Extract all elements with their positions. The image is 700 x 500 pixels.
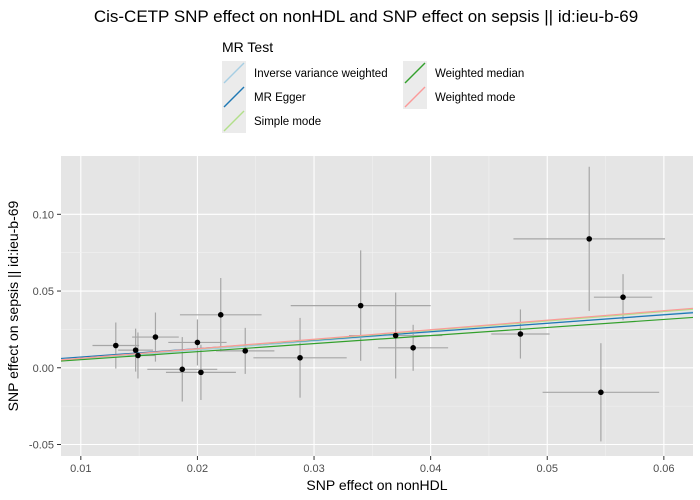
data-point	[620, 294, 626, 300]
x-tick-label: 0.01	[70, 463, 91, 475]
legend-title: MR Test	[222, 39, 273, 55]
legend-label: Weighted mode	[435, 92, 515, 104]
data-point	[517, 331, 524, 337]
x-tick-label: 0.04	[420, 463, 441, 475]
x-tick-label: 0.02	[187, 463, 208, 475]
chart-title: Cis-CETP SNP effect on nonHDL and SNP ef…	[94, 7, 638, 26]
data-point	[392, 332, 399, 339]
y-axis-title: SNP effect on sepsis || id:ieu-b-69	[5, 200, 21, 411]
data-point	[598, 389, 604, 396]
data-point	[179, 366, 186, 373]
data-point	[152, 334, 159, 340]
x-tick-label: 0.03	[303, 463, 324, 475]
y-tick-label: 0.05	[33, 286, 54, 298]
data-point	[410, 345, 416, 351]
y-tick-label: -0.05	[29, 439, 54, 451]
legend: MR Test Inverse variance weighted MR Egge…	[222, 39, 524, 133]
data-point	[132, 347, 139, 353]
data-point	[242, 348, 249, 354]
fit-line	[61, 307, 693, 361]
x-tick-label: 0.06	[653, 463, 674, 475]
legend-label: Weighted median	[435, 68, 524, 80]
y-tick-label: 0.10	[33, 209, 54, 221]
legend-key-line	[223, 86, 245, 108]
legend-key-line	[223, 110, 245, 132]
data-point	[586, 236, 593, 242]
fit-line	[61, 316, 693, 362]
data-point	[198, 369, 204, 376]
data-point	[113, 342, 119, 349]
x-tick-label: 0.05	[537, 463, 558, 475]
legend-label: MR Egger	[254, 92, 306, 104]
data-point	[297, 354, 303, 361]
legend-key-line	[404, 86, 426, 108]
data-point	[217, 312, 224, 318]
legend-label: Simple mode	[254, 116, 321, 128]
data-point	[135, 352, 141, 359]
data-point	[194, 339, 201, 346]
y-tick-label: 0.00	[33, 363, 54, 375]
x-axis-title: SNP effect on nonHDL	[306, 477, 447, 493]
legend-key-line	[404, 62, 426, 84]
legend-key-line	[223, 62, 245, 84]
legend-label: Inverse variance weighted	[254, 68, 388, 80]
data-point	[357, 302, 364, 309]
